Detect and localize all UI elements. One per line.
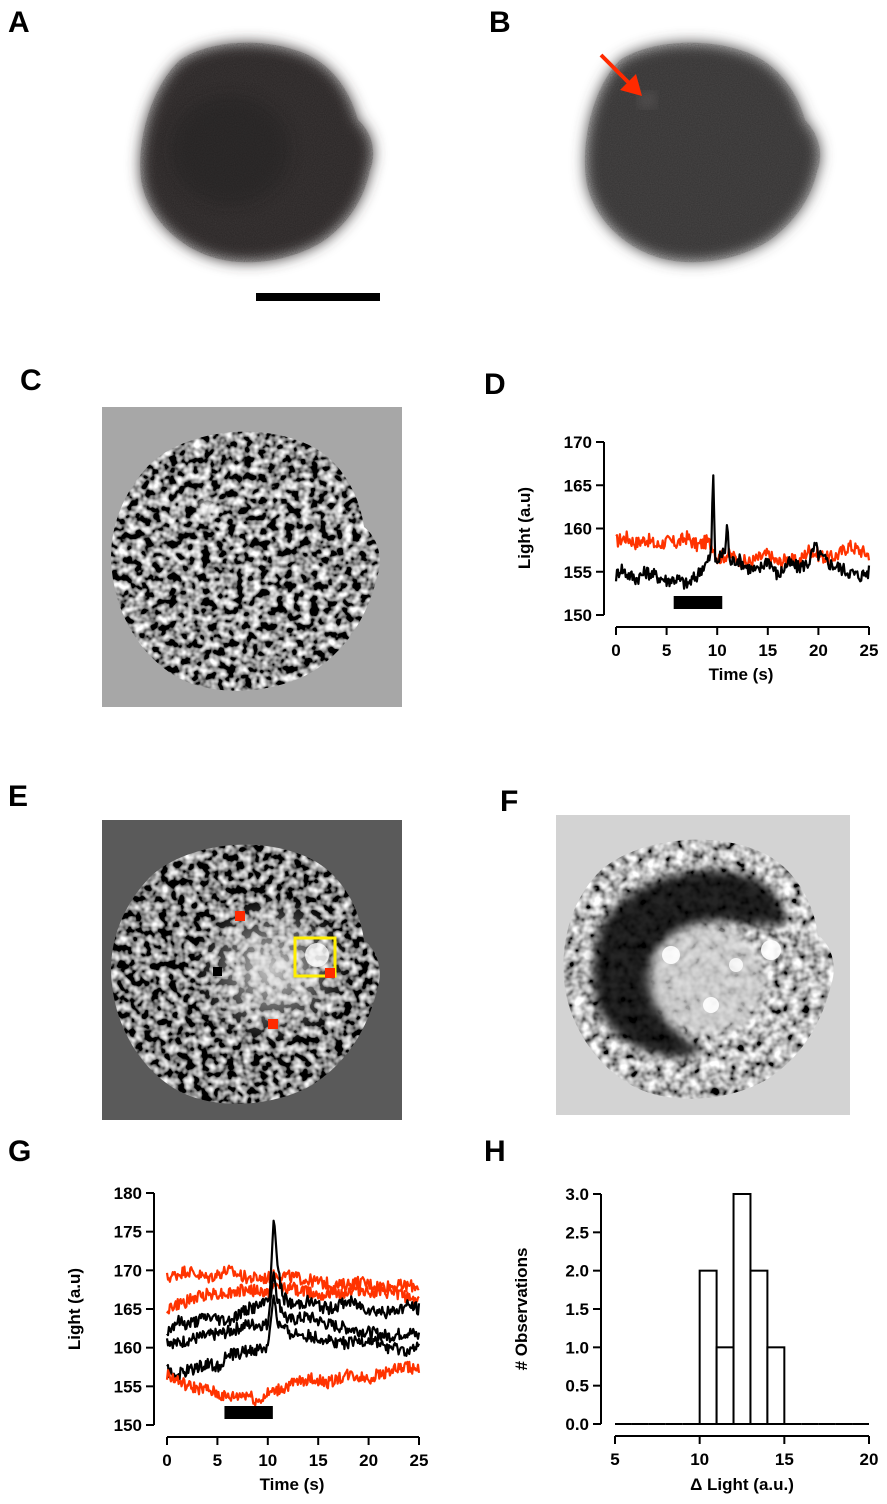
panel-label-a: A [8,6,30,39]
x-tick-label: 0 [162,1451,171,1470]
chart-h: 0.0 0.5 1.0 1.5 2.0 2.5 3.0 5 10 15 20 Δ Light (a.u… [512,1185,878,1494]
y-axis-label: Light (a.u) [515,487,534,569]
cell-image-a [140,42,374,263]
y-tick-label: 2.5 [565,1223,589,1242]
chart-d: 150 155 160 165 170 0 5 10 15 20 25 Time (s) Light (… [515,433,878,684]
x-axis-label: Δ Light (a.u.) [690,1475,794,1494]
x-tick-label: 5 [662,641,671,660]
x-tick-label: 15 [775,1450,794,1469]
panel-label-d: D [484,368,506,401]
stimulus-bar [224,1406,273,1419]
x-tick-label: 20 [809,641,828,660]
x-tick-label: 10 [690,1450,709,1469]
y-tick-label: 180 [114,1184,142,1203]
panel-label-f: F [500,785,519,818]
cell-image-b [584,42,821,263]
series-line [165,1264,420,1293]
x-tick-label: 25 [410,1451,429,1470]
x-tick-label: 5 [610,1450,619,1469]
x-tick-label: 15 [758,641,777,660]
y-tick-label: 170 [114,1261,142,1280]
x-tick-label: 20 [860,1450,879,1469]
y-tick-label: 155 [564,563,592,582]
panel-label-h: H [484,1135,506,1168]
y-tick-label: 3.0 [565,1185,589,1204]
y-tick-label: 170 [564,433,592,452]
response-map-f [556,815,850,1115]
x-tick-label: 0 [611,641,620,660]
x-axis-label: Time (s) [709,665,774,684]
histogram-bar [715,1346,735,1426]
scale-bar [256,293,380,301]
y-tick-label: 150 [564,606,592,625]
y-tick-label: 0.0 [565,1415,589,1434]
x-tick-label: 5 [213,1451,222,1470]
series-line [165,1271,421,1350]
y-tick-label: 150 [114,1416,142,1435]
histogram-bar [732,1193,752,1425]
y-tick-label: 1.5 [565,1300,589,1319]
x-tick-label: 20 [359,1451,378,1470]
chart-g: 150 155 160 165 170 175 180 0 5 10 15 20 25 Time (s) L… [65,1184,428,1494]
y-tick-label: 160 [114,1339,142,1358]
difference-image-c [102,407,402,707]
series-line [614,474,871,590]
y-tick-label: 160 [564,520,592,539]
y-tick-label: 165 [564,476,592,495]
y-tick-label: 0.5 [565,1377,589,1396]
x-tick-label: 10 [708,641,727,660]
panel-label-e: E [8,780,29,813]
x-tick-label: 15 [309,1451,328,1470]
panel-label-b: B [489,6,511,39]
histogram-bar [766,1346,786,1426]
series-line [166,1219,421,1337]
x-tick-label: 25 [860,641,879,660]
red-arrow-icon [599,53,642,96]
series-line [166,1294,421,1381]
series-line [165,1360,421,1407]
histogram-bar [749,1269,769,1425]
y-axis-label: # Observations [512,1248,531,1371]
y-tick-label: 165 [114,1300,142,1319]
y-axis-label: Light (a.u) [65,1268,84,1350]
difference-image-e [102,820,402,1120]
y-tick-label: 2.0 [565,1262,589,1281]
panel-label-c: C [20,364,42,397]
panel-label-g: G [8,1135,32,1168]
y-tick-label: 1.0 [565,1338,589,1357]
series-line [166,1281,420,1315]
y-tick-label: 155 [114,1377,142,1396]
x-axis-label: Time (s) [260,1475,325,1494]
y-tick-label: 175 [114,1223,142,1242]
histogram-bar [698,1269,718,1425]
stimulus-bar [673,596,723,609]
x-tick-label: 10 [258,1451,277,1470]
